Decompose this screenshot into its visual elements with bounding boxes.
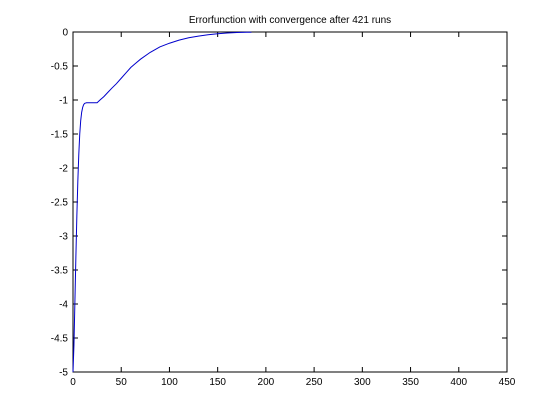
x-tick-label: 450 (499, 377, 516, 388)
x-tick-label: 100 (161, 377, 178, 388)
x-tick-label: 400 (450, 377, 467, 388)
y-tick-label: -3 (59, 232, 68, 243)
x-axis: 0 50 100 150 200 250 300 350 400 450 (70, 32, 516, 388)
y-tick-label: -1 (59, 96, 68, 107)
x-tick-label: 200 (258, 377, 275, 388)
x-tick-label: 300 (354, 377, 371, 388)
y-tick-label: -4.5 (51, 334, 69, 345)
y-axis: 0 -0.5 -1 -1.5 -2 -2.5 -3 -3.5 -4 -4.5 -5 (51, 28, 507, 379)
x-tick-label: 350 (402, 377, 419, 388)
y-tick-label: 0 (62, 28, 68, 39)
x-tick-label: 150 (209, 377, 226, 388)
y-tick-label: -5 (59, 368, 68, 379)
y-tick-label: -4 (59, 300, 68, 311)
x-tick-label: 250 (306, 377, 323, 388)
x-tick-label: 50 (116, 377, 128, 388)
x-tick-label: 0 (70, 377, 76, 388)
y-tick-label: -1.5 (51, 130, 69, 141)
y-tick-label: -0.5 (51, 62, 69, 73)
series-line (72, 31, 252, 373)
y-tick-label: -2 (59, 164, 68, 175)
chart-title: Errorfunction with convergence after 421… (189, 15, 391, 26)
plot-area (72, 31, 508, 373)
y-tick-label: -2.5 (51, 198, 69, 209)
y-tick-label: -3.5 (51, 266, 69, 277)
